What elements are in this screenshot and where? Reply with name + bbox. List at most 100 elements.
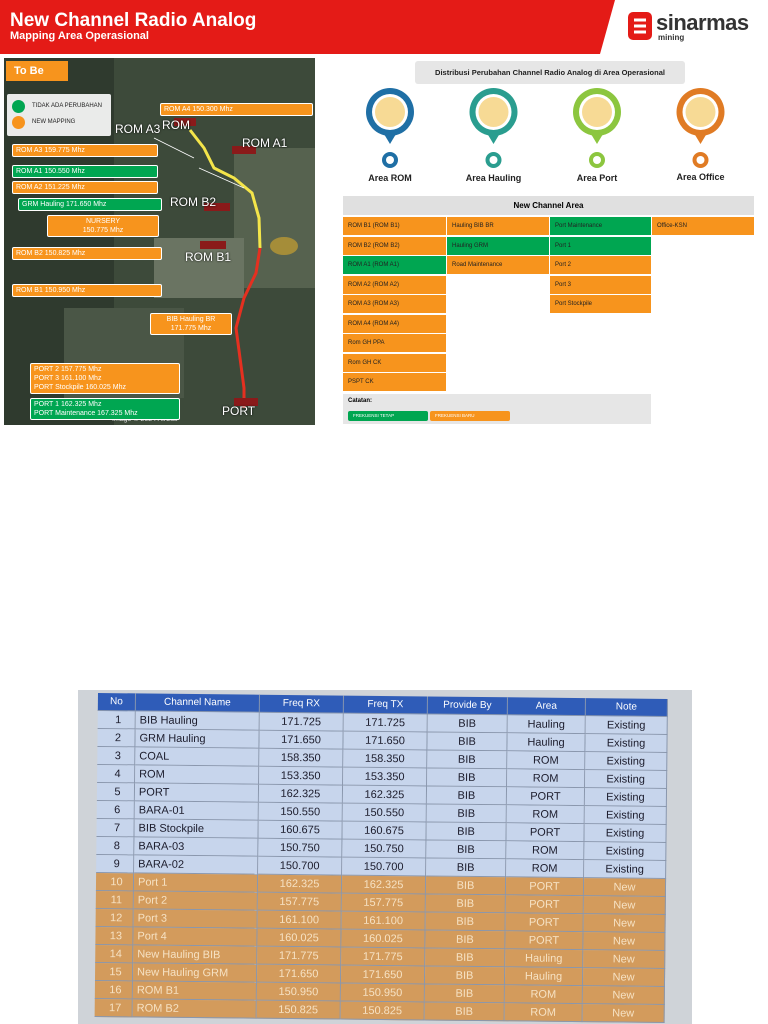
table-cell: 160.025 xyxy=(341,929,426,949)
note-chip: FREKUENSI TETAP xyxy=(348,411,428,421)
table-cell: 9 xyxy=(96,854,135,874)
legend-box xyxy=(7,94,111,136)
channel-area-cell: ROM A1 (ROM A1) xyxy=(343,256,446,274)
table-cell: BIB xyxy=(425,894,506,914)
table-cell: ROM xyxy=(135,765,260,785)
channel-area-cell: Port 1 xyxy=(550,236,651,255)
channel-area-cell: Hauling BIB BR xyxy=(447,217,549,235)
table-cell: 14 xyxy=(95,944,134,964)
table-cell: 150.550 xyxy=(342,803,427,823)
table-cell: Port 4 xyxy=(133,927,258,947)
table-cell: 171.775 xyxy=(341,947,426,967)
callout-line: ROM A3 159.775 Mhz xyxy=(16,147,85,154)
callout-line: 171.775 Mhz xyxy=(170,325,212,332)
table-cell: 150.750 xyxy=(342,839,427,859)
channel-area-title: New Channel Area xyxy=(343,196,754,215)
table-photo: No Channel Name Freq RX Freq TX Provide By Ar… xyxy=(78,690,692,1024)
callout-line: 150.775 Mhz xyxy=(82,227,124,234)
table-cell: 153.350 xyxy=(259,766,344,786)
site-label: ROM A1 xyxy=(242,136,288,150)
area-label: Area Hauling xyxy=(465,173,522,183)
table-cell: PORT xyxy=(505,931,584,951)
table-cell: New xyxy=(583,914,666,933)
note-chip: FREKUENSI BARU xyxy=(430,411,510,421)
area-icons xyxy=(366,88,725,168)
table-cell: PORT xyxy=(506,787,586,807)
table-cell: 162.325 xyxy=(257,874,343,894)
table-cell: 171.725 xyxy=(343,713,428,733)
frequency-callout: GRM Hauling 171.650 Mhz xyxy=(18,198,162,211)
table-header: Channel Name xyxy=(135,693,260,713)
table-cell: 5 xyxy=(96,782,136,802)
table-cell: Existing xyxy=(585,734,668,753)
table-cell: New Hauling GRM xyxy=(132,963,258,983)
table-cell: BIB Hauling xyxy=(135,711,260,731)
table-cell: 158.350 xyxy=(343,749,428,769)
logo-subtext: mining xyxy=(658,33,685,42)
table-cell: ROM xyxy=(506,841,585,861)
table-cell: BIB xyxy=(426,786,508,806)
table-cell: ROM xyxy=(506,805,585,825)
table-cell: 4 xyxy=(97,764,136,784)
table-cell: 17 xyxy=(94,998,133,1018)
channel-area-cell: ROM A4 (ROM A4) xyxy=(343,314,446,333)
table-cell: 12 xyxy=(95,908,134,928)
table-cell: Existing xyxy=(584,824,667,843)
frequency-callout: NURSERY 150.775 Mhz xyxy=(47,215,159,237)
table-cell: Hauling xyxy=(507,715,586,735)
callout-line: PORT 1 162.325 Mhz xyxy=(34,401,102,408)
table-cell: PORT xyxy=(506,823,585,843)
table-cell: PORT xyxy=(134,783,260,803)
frequency-callout: ROM A1 150.550 Mhz xyxy=(12,165,158,178)
channel-area-cell: Port 3 xyxy=(550,275,651,294)
table-header: Note xyxy=(585,698,668,717)
channel-area-cell: ROM A2 (ROM A2) xyxy=(343,275,446,294)
table-cell: BIB xyxy=(426,804,507,824)
table-cell: 160.675 xyxy=(342,821,427,841)
table-cell: BIB xyxy=(426,840,507,860)
table-cell: 150.950 xyxy=(340,983,425,1003)
table-cell: BIB xyxy=(424,1002,505,1022)
site-label: ROM A3 xyxy=(115,122,161,136)
table-cell: 8 xyxy=(96,836,135,856)
table-cell: 161.100 xyxy=(257,910,342,930)
table-cell: New xyxy=(582,1004,665,1023)
legend-swatch xyxy=(12,100,25,113)
table-cell: 150.825 xyxy=(340,1001,425,1021)
table-cell: COAL xyxy=(135,747,260,767)
table-cell: BIB xyxy=(426,858,507,878)
callout-line: ROM B2 150.825 Mhz xyxy=(16,250,86,257)
table-cell: ROM xyxy=(504,1003,583,1023)
subtitle: Mapping Area Operasional xyxy=(10,30,149,42)
frequency-callout: PORT 2 157.775 Mhz PORT 3 161.100 Mhz PORT… xyxy=(30,363,180,394)
frequency-callout: ROM A3 159.775 Mhz xyxy=(12,144,158,157)
table-cell: ROM xyxy=(507,769,586,789)
table-cell: BIB xyxy=(427,732,508,752)
table-cell: BIB xyxy=(425,948,506,968)
site-label: PORT xyxy=(222,404,256,418)
table-cell: ROM xyxy=(506,859,585,879)
table-cell: 157.775 xyxy=(257,892,342,912)
table-header: Provide By xyxy=(427,696,508,716)
area-label: Area Port xyxy=(576,173,618,183)
table-cell: GRM Hauling xyxy=(135,729,260,749)
callout-line: ROM B1 150.950 Mhz xyxy=(16,287,86,294)
table-cell: 150.825 xyxy=(256,1000,341,1020)
table-cell: ROM B2 xyxy=(132,999,257,1019)
callout-line: ROM A2 151.225 Mhz xyxy=(16,184,85,191)
site-label: ROM xyxy=(162,118,190,132)
table-cell: PORT xyxy=(505,877,585,897)
table-cell: 1 xyxy=(97,710,136,730)
distribution-title: Distribusi Perubahan Channel Radio Analo… xyxy=(415,61,685,84)
table-cell: 153.350 xyxy=(343,767,428,787)
table-cell: BIB xyxy=(427,768,508,788)
table-cell: Existing xyxy=(584,806,667,825)
channel-area-cell: Rom GH CK xyxy=(343,353,446,372)
table-cell: Existing xyxy=(584,860,667,879)
table-cell: BIB xyxy=(425,876,507,896)
table-cell: 162.325 xyxy=(258,784,344,804)
site-label: ROM B1 xyxy=(185,250,232,264)
table-cell: 150.700 xyxy=(342,857,427,877)
note-title: Catatan: xyxy=(348,398,373,404)
